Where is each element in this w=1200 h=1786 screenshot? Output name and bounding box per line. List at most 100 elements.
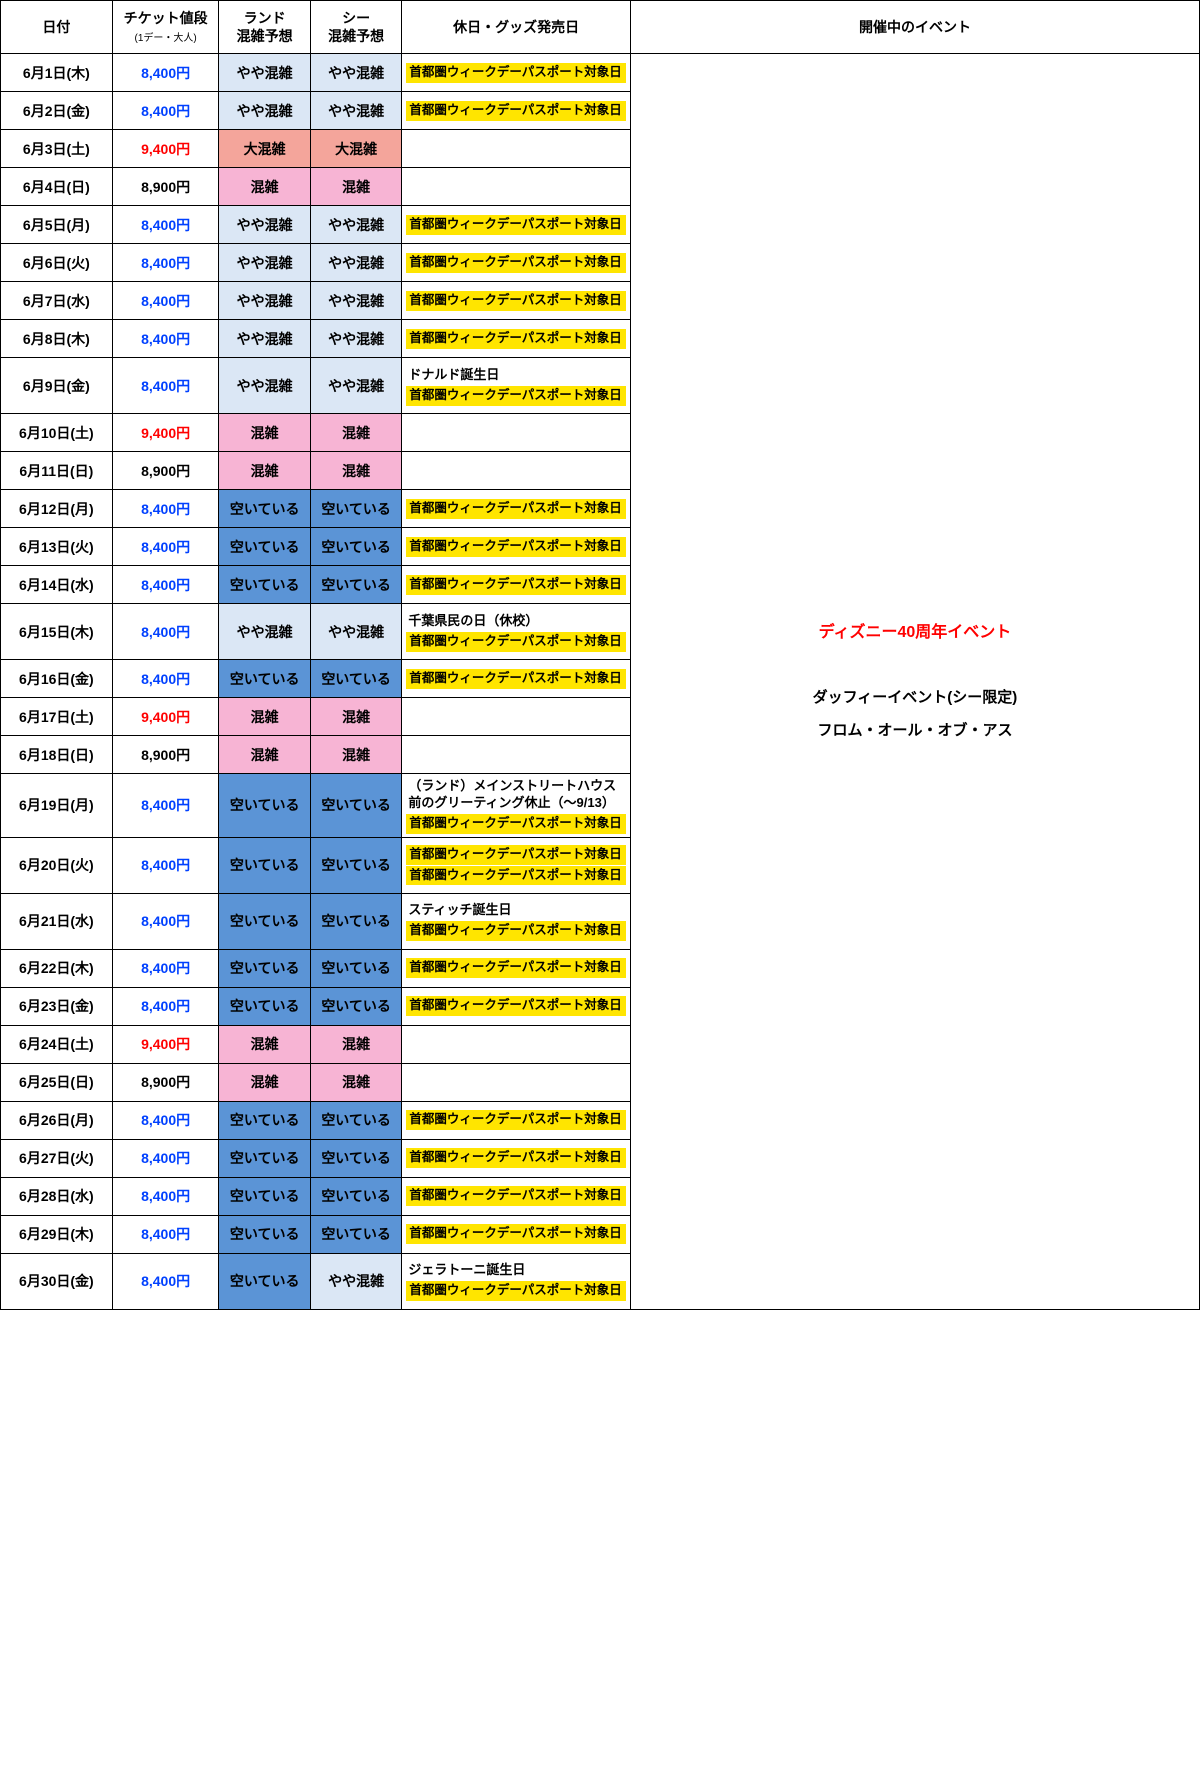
land-crowd-cell: 空いている	[219, 528, 310, 566]
holiday-cell: （ランド）メインストリートハウス前のグリーティング休止（～9/13）首都圏ウィー…	[402, 774, 631, 837]
price-cell: 8,400円	[112, 660, 219, 698]
price-cell: 8,400円	[112, 282, 219, 320]
table-row: 6月1日(木)8,400円やや混雑やや混雑首都圏ウィークデーパスポート対象日ディ…	[1, 54, 1200, 92]
sea-crowd-cell: 空いている	[310, 566, 401, 604]
sea-crowd-cell: やや混雑	[310, 320, 401, 358]
holiday-cell: ジェラトーニ誕生日首都圏ウィークデーパスポート対象日	[402, 1253, 631, 1309]
sea-crowd-cell: 混雑	[310, 452, 401, 490]
holiday-note: （ランド）メインストリートハウス前のグリーティング休止（～9/13）	[406, 776, 626, 813]
sea-crowd-cell: 混雑	[310, 414, 401, 452]
land-crowd-cell: 空いている	[219, 660, 310, 698]
land-crowd-cell: やや混雑	[219, 206, 310, 244]
holiday-cell: 首都圏ウィークデーパスポート対象日	[402, 987, 631, 1025]
land-crowd-cell: 混雑	[219, 452, 310, 490]
land-crowd-cell: やや混雑	[219, 54, 310, 92]
holiday-cell: 首都圏ウィークデーパスポート対象日	[402, 566, 631, 604]
weekday-passport-badge: 首都圏ウィークデーパスポート対象日	[406, 1110, 626, 1130]
date-cell: 6月27日(火)	[1, 1139, 113, 1177]
date-cell: 6月4日(日)	[1, 168, 113, 206]
header-event: 開催中のイベント	[630, 1, 1199, 54]
header-date: 日付	[1, 1, 113, 54]
land-crowd-cell: 空いている	[219, 987, 310, 1025]
header-land-sub: 混雑予想	[237, 28, 293, 44]
weekday-passport-badge: 首都圏ウィークデーパスポート対象日	[406, 1148, 626, 1168]
weekday-passport-badge: 首都圏ウィークデーパスポート対象日	[406, 215, 626, 235]
price-cell: 8,400円	[112, 320, 219, 358]
holiday-cell: スティッチ誕生日首都圏ウィークデーパスポート対象日	[402, 893, 631, 949]
land-crowd-cell: やや混雑	[219, 320, 310, 358]
sea-crowd-cell: 空いている	[310, 1215, 401, 1253]
holiday-note: ジェラトーニ誕生日	[406, 1260, 626, 1280]
price-cell: 8,400円	[112, 92, 219, 130]
holiday-cell: 首都圏ウィークデーパスポート対象日	[402, 660, 631, 698]
price-cell: 8,900円	[112, 1063, 219, 1101]
holiday-note: スティッチ誕生日	[406, 900, 626, 920]
weekday-passport-badge: 首都圏ウィークデーパスポート対象日	[406, 845, 626, 865]
land-crowd-cell: 空いている	[219, 1253, 310, 1309]
date-cell: 6月29日(木)	[1, 1215, 113, 1253]
holiday-cell	[402, 168, 631, 206]
date-cell: 6月22日(木)	[1, 949, 113, 987]
land-crowd-cell: やや混雑	[219, 92, 310, 130]
sea-crowd-cell: 空いている	[310, 528, 401, 566]
header-price-label: チケット値段	[124, 10, 208, 26]
price-cell: 9,400円	[112, 414, 219, 452]
price-cell: 8,400円	[112, 774, 219, 837]
holiday-cell: 首都圏ウィークデーパスポート対象日	[402, 206, 631, 244]
sea-crowd-cell: 空いている	[310, 949, 401, 987]
date-cell: 6月25日(日)	[1, 1063, 113, 1101]
header-price: チケット値段 (1デー・大人)	[112, 1, 219, 54]
date-cell: 6月1日(木)	[1, 54, 113, 92]
weekday-passport-badge: 首都圏ウィークデーパスポート対象日	[406, 1224, 626, 1244]
holiday-cell: 首都圏ウィークデーパスポート対象日	[402, 1139, 631, 1177]
land-crowd-cell: 空いている	[219, 837, 310, 893]
sea-crowd-cell: 空いている	[310, 1139, 401, 1177]
price-cell: 8,900円	[112, 736, 219, 774]
date-cell: 6月7日(水)	[1, 282, 113, 320]
date-cell: 6月17日(土)	[1, 698, 113, 736]
date-cell: 6月23日(金)	[1, 987, 113, 1025]
weekday-passport-badge: 首都圏ウィークデーパスポート対象日	[406, 63, 626, 83]
holiday-cell: 首都圏ウィークデーパスポート対象日	[402, 528, 631, 566]
land-crowd-cell: やや混雑	[219, 282, 310, 320]
price-cell: 8,400円	[112, 1215, 219, 1253]
price-cell: 8,400円	[112, 1177, 219, 1215]
sea-crowd-cell: やや混雑	[310, 358, 401, 414]
sea-crowd-cell: 混雑	[310, 1063, 401, 1101]
price-cell: 9,400円	[112, 1025, 219, 1063]
sea-crowd-cell: 混雑	[310, 1025, 401, 1063]
weekday-passport-badge: 首都圏ウィークデーパスポート対象日	[406, 996, 626, 1016]
holiday-note: ドナルド誕生日	[406, 365, 626, 385]
date-cell: 6月14日(水)	[1, 566, 113, 604]
weekday-passport-badge: 首都圏ウィークデーパスポート対象日	[406, 1281, 626, 1301]
land-crowd-cell: 空いている	[219, 893, 310, 949]
holiday-cell: 首都圏ウィークデーパスポート対象日	[402, 1215, 631, 1253]
price-cell: 9,400円	[112, 698, 219, 736]
holiday-cell: 首都圏ウィークデーパスポート対象日	[402, 244, 631, 282]
land-crowd-cell: 大混雑	[219, 130, 310, 168]
weekday-passport-badge: 首都圏ウィークデーパスポート対象日	[406, 958, 626, 978]
date-cell: 6月30日(金)	[1, 1253, 113, 1309]
date-cell: 6月16日(金)	[1, 660, 113, 698]
header-land-label: ランド	[244, 10, 286, 26]
sea-crowd-cell: 空いている	[310, 490, 401, 528]
price-cell: 8,400円	[112, 604, 219, 660]
date-cell: 6月6日(火)	[1, 244, 113, 282]
weekday-passport-badge: 首都圏ウィークデーパスポート対象日	[406, 101, 626, 121]
sea-crowd-cell: やや混雑	[310, 1253, 401, 1309]
sea-crowd-cell: 空いている	[310, 1101, 401, 1139]
weekday-passport-badge: 首都圏ウィークデーパスポート対象日	[406, 291, 626, 311]
land-crowd-cell: 空いている	[219, 949, 310, 987]
land-crowd-cell: 空いている	[219, 566, 310, 604]
land-crowd-cell: 空いている	[219, 490, 310, 528]
date-cell: 6月3日(土)	[1, 130, 113, 168]
land-crowd-cell: やや混雑	[219, 244, 310, 282]
sea-crowd-cell: 空いている	[310, 774, 401, 837]
date-cell: 6月2日(金)	[1, 92, 113, 130]
land-crowd-cell: 混雑	[219, 414, 310, 452]
header-sea-label: シー	[342, 10, 370, 26]
holiday-cell	[402, 1025, 631, 1063]
sea-crowd-cell: 混雑	[310, 698, 401, 736]
price-cell: 8,400円	[112, 1253, 219, 1309]
sea-crowd-cell: 空いている	[310, 893, 401, 949]
